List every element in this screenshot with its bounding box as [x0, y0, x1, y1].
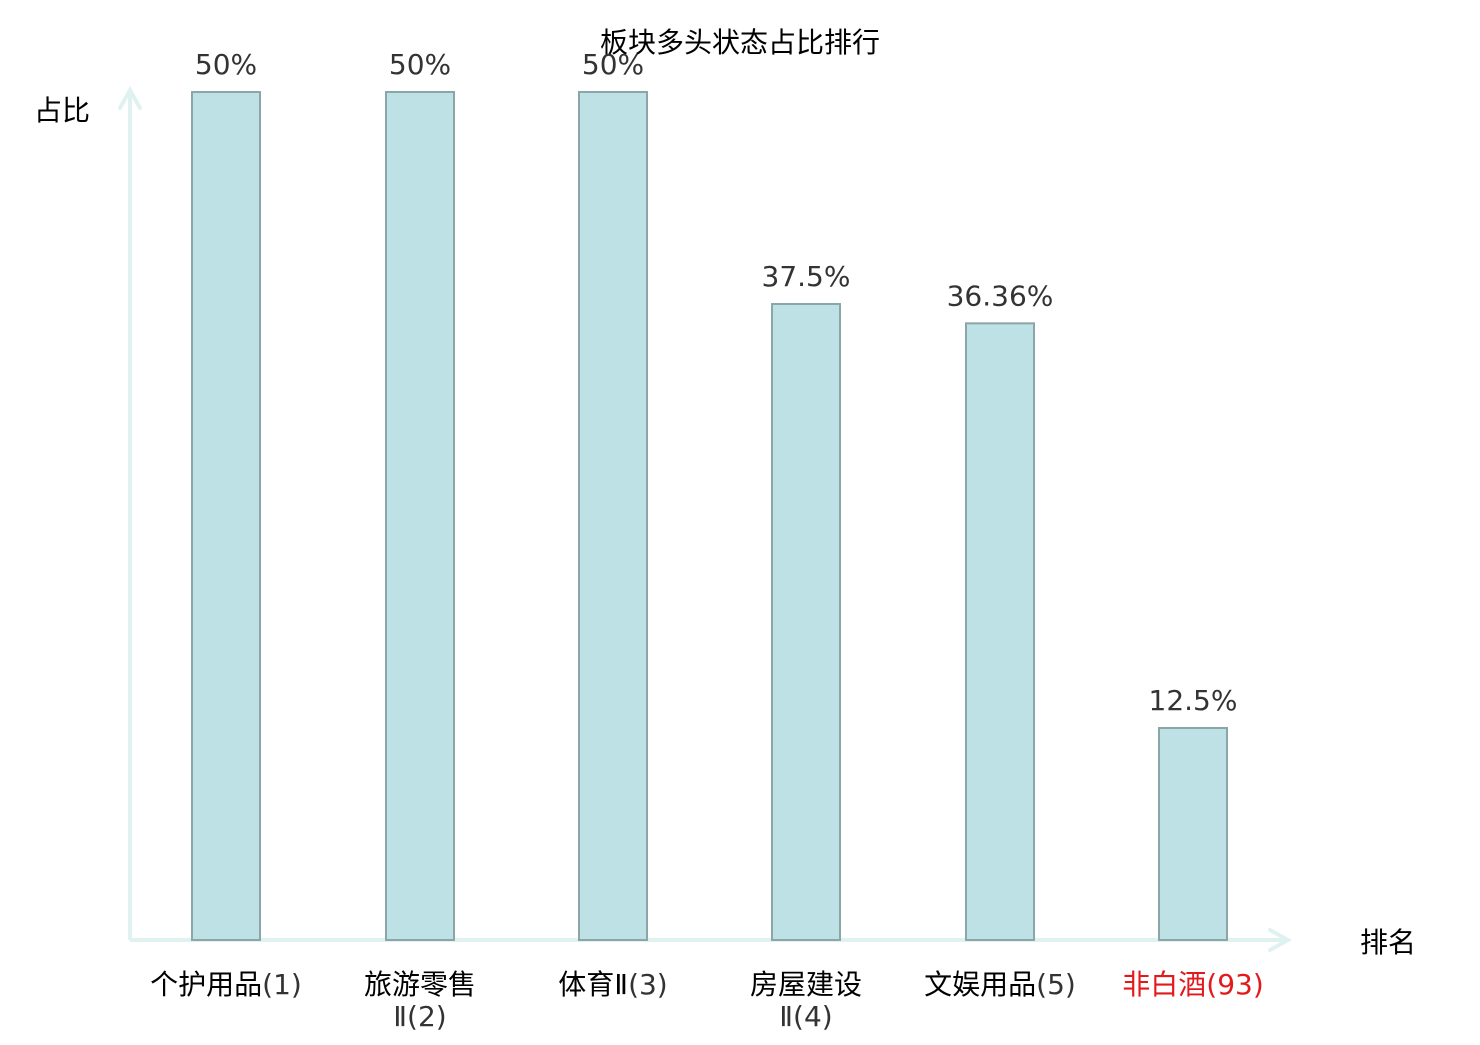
x-tick-label: 体育Ⅱ(3) — [558, 968, 667, 1001]
bar-value-label: 50% — [389, 48, 451, 81]
tick-name: 体育Ⅱ — [558, 968, 628, 1001]
bar — [385, 91, 455, 941]
tick-name: 旅游零售 — [364, 968, 476, 1001]
x-tick-label: 非白酒(93) — [1122, 968, 1264, 1001]
x-axis-label: 排名 — [1360, 926, 1416, 959]
bar — [1158, 727, 1228, 941]
bar-value-label: 36.36% — [947, 279, 1054, 312]
tick-rank: (93) — [1206, 968, 1263, 1001]
x-tick-label: 旅游零售 — [364, 968, 476, 1001]
tick-rank: (2) — [407, 1000, 447, 1033]
bar-value-label: 12.5% — [1149, 684, 1238, 717]
tick-name-suffix: Ⅱ — [393, 1000, 407, 1033]
tick-name-suffix: Ⅱ — [779, 1000, 793, 1033]
bar-value-label: 50% — [582, 48, 644, 81]
axes — [118, 85, 1293, 952]
tick-rank: (4) — [793, 1000, 833, 1033]
tick-name: 非白酒 — [1122, 968, 1206, 1001]
chart-title: 板块多头状态占比排行 — [600, 26, 880, 59]
tick-rank: (1) — [262, 968, 302, 1001]
x-tick-label: 文娱用品(5) — [924, 968, 1076, 1001]
x-axis-arrow — [1268, 928, 1293, 952]
bar-value-label: 37.5% — [762, 260, 851, 293]
tick-name: 个护用品 — [150, 968, 262, 1001]
bar — [771, 303, 841, 941]
x-tick-label: 个护用品(1) — [150, 968, 302, 1001]
bar — [965, 322, 1035, 941]
tick-name: 房屋建设 — [750, 968, 862, 1001]
tick-rank: (5) — [1036, 968, 1076, 1001]
x-tick-label: 房屋建设 — [750, 968, 862, 1001]
bar — [578, 91, 648, 941]
bar — [191, 91, 261, 941]
bars-group — [191, 91, 1228, 941]
value-labels-group: 50% 50% 50% 37.5% 36.36% 12.5% — [195, 48, 1238, 717]
tick-name: 文娱用品 — [924, 968, 1036, 1001]
tick-rank: (3) — [628, 968, 668, 1001]
x-tick-label-line2: Ⅱ(2) — [393, 1000, 446, 1033]
x-tick-label-line2: Ⅱ(4) — [779, 1000, 832, 1033]
y-axis-arrow — [118, 85, 142, 110]
y-axis-label: 占比 — [34, 94, 90, 127]
bar-value-label: 50% — [195, 48, 257, 81]
